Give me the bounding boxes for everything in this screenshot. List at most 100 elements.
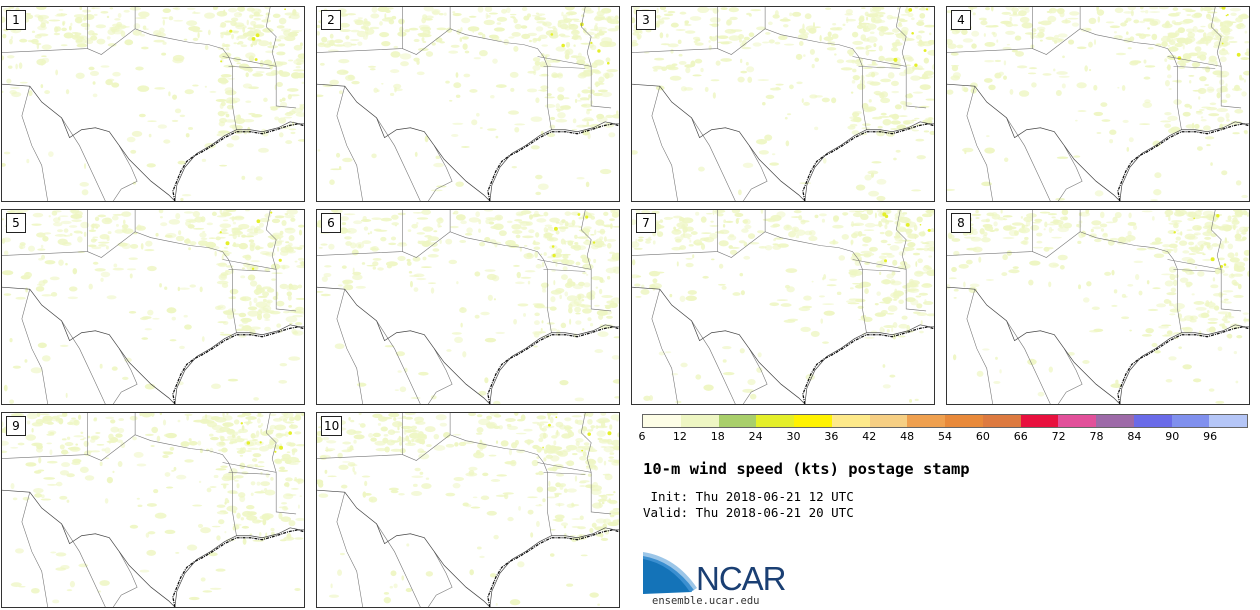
wind-speckle (526, 88, 538, 93)
wind-speckle (461, 145, 470, 148)
wind-speckle (214, 250, 217, 257)
wind-speckle (1096, 7, 1100, 11)
wind-speckle (553, 492, 562, 495)
wind-speckle (289, 246, 301, 249)
wind-speckle (1134, 273, 1140, 281)
wind-speckle (731, 210, 741, 214)
wind-speckle (294, 476, 298, 482)
wind-speckle (433, 433, 440, 440)
wind-speckle (1149, 11, 1161, 13)
wind-speckle (795, 53, 803, 60)
wind-speckle (3, 250, 9, 256)
wind-speckle (1151, 33, 1158, 41)
wind-speckle (757, 352, 762, 358)
wind-speckle (1136, 247, 1147, 251)
wind-speckle (2, 55, 5, 61)
wind-speckle (42, 236, 49, 242)
wind-speckle (728, 7, 739, 13)
wind-speckle (908, 7, 913, 12)
wind-speckle (549, 416, 554, 424)
wind-speckle (492, 58, 498, 64)
wind-speckle (532, 57, 541, 62)
wind-speckle (399, 386, 407, 393)
wind-speckle (262, 298, 267, 303)
wind-speckle (186, 238, 190, 242)
wind-speckle (19, 245, 23, 250)
wind-speckle (233, 30, 239, 34)
wind-speckle (560, 522, 569, 527)
wind-speckle (69, 233, 73, 237)
wind-speckle (241, 297, 247, 301)
wind-speckle (798, 41, 804, 46)
wind-speckle (241, 267, 245, 270)
wind-speckle (878, 255, 887, 259)
wind-speckle (271, 242, 274, 246)
wind-speckle (394, 224, 398, 227)
wind-speckle (1167, 44, 1171, 47)
wind-speckle (1168, 88, 1172, 90)
wind-speckle (87, 24, 90, 28)
wind-speckle (9, 90, 17, 95)
wind-speckle (77, 414, 82, 420)
wind-speckle (916, 41, 928, 44)
wind-speckle (1161, 324, 1172, 327)
wind-speckle (288, 235, 295, 242)
wind-speckle (519, 221, 531, 227)
wind-speckle (583, 117, 594, 122)
wind-speckle (920, 320, 923, 326)
ncar-logo-icon (643, 552, 697, 594)
wind-speckle (879, 326, 884, 333)
wind-speckle (927, 246, 934, 252)
wind-speckle (1185, 28, 1195, 33)
wind-speckle (893, 298, 898, 301)
wind-speckle (2, 270, 14, 276)
wind-speckle (527, 509, 534, 515)
wind-speckle (48, 215, 51, 218)
state-border (222, 462, 297, 515)
wind-speckle (1129, 329, 1132, 332)
wind-speckle (1246, 48, 1249, 53)
wind-speckle (222, 413, 225, 418)
wind-speckle (84, 39, 94, 45)
wind-speckle (484, 377, 489, 384)
wind-speckle (1200, 116, 1204, 119)
wind-speckle (338, 464, 349, 470)
wind-speckle (555, 230, 560, 235)
wind-speckle (99, 234, 110, 240)
wind-speckle (421, 37, 425, 42)
wind-speckle (967, 7, 978, 10)
wind-speckle (6, 210, 16, 213)
wind-speckle (229, 438, 236, 444)
wind-speckle (541, 44, 548, 47)
wind-speckle (281, 502, 288, 505)
wind-speckle (66, 436, 71, 440)
wind-speckle (711, 23, 719, 28)
wind-speckle (1150, 199, 1158, 201)
wind-speckle (922, 283, 932, 286)
wind-speckle (394, 88, 403, 92)
wind-speckle (217, 232, 229, 235)
wind-speckle (559, 294, 562, 300)
wind-speckle (549, 124, 556, 129)
wind-speckle (224, 119, 236, 123)
wind-speed-map (317, 210, 619, 404)
wind-speckle (1210, 162, 1213, 166)
wind-speckle (1186, 258, 1196, 265)
member-number-label: 2 (321, 10, 341, 30)
wind-speckle (10, 482, 15, 490)
wind-speckle (888, 114, 899, 118)
wind-speckle (1093, 84, 1098, 91)
wind-speckle (30, 367, 43, 374)
wind-speckle (223, 246, 228, 249)
wind-speckle (144, 328, 153, 331)
wind-speckle (292, 69, 304, 72)
wind-speckle (927, 228, 931, 232)
wind-speckle (25, 434, 36, 441)
wind-speckle (882, 279, 891, 285)
wind-speckle (26, 158, 30, 164)
wind-speckle (600, 413, 607, 416)
ensemble-member-panel: 5 (1, 209, 305, 405)
wind-speckle (1243, 257, 1249, 262)
wind-speckle (632, 241, 640, 248)
wind-speckle (660, 43, 670, 46)
